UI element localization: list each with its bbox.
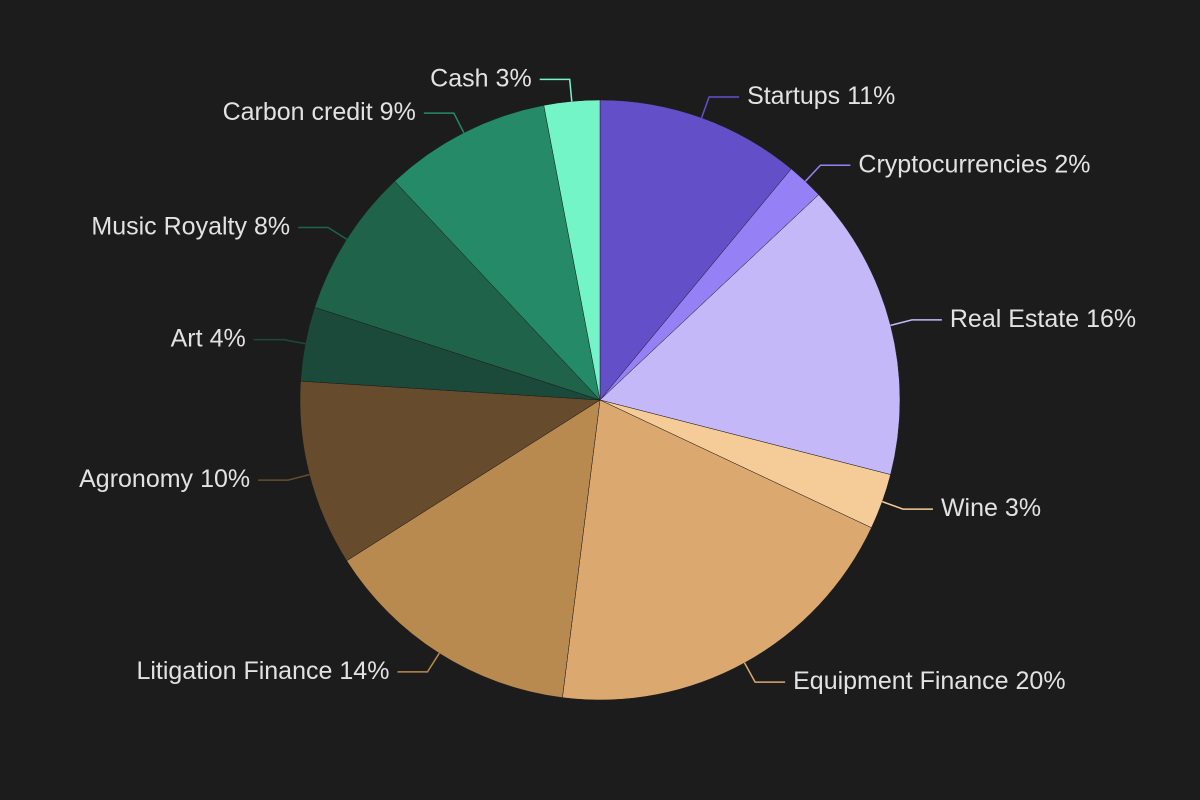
value-label: 3% xyxy=(1005,494,1041,522)
leader-line xyxy=(298,226,348,240)
slice-label: Music Royalty 8% xyxy=(91,212,290,240)
pie-slice xyxy=(314,180,601,401)
leader-line xyxy=(397,652,440,673)
value-label: 11% xyxy=(847,82,895,110)
category-label: Cryptocurrencies xyxy=(858,150,1047,178)
leader-line xyxy=(882,500,933,510)
value-label: 2% xyxy=(1054,150,1090,178)
category-label: Agronomy xyxy=(79,465,193,493)
pie-slice xyxy=(599,194,901,475)
category-label: Carbon credit xyxy=(223,98,373,126)
leader-line xyxy=(539,78,573,102)
value-label: 10% xyxy=(200,465,250,493)
category-label: Equipment Finance xyxy=(793,667,1008,695)
slice-label: Cryptocurrencies 2% xyxy=(858,150,1090,178)
value-label: 4% xyxy=(210,324,246,352)
value-label: 16% xyxy=(1086,305,1136,333)
category-label: Cash xyxy=(430,64,488,92)
category-label: Music Royalty xyxy=(91,212,247,240)
category-label: Startups xyxy=(747,82,840,110)
pie-slice xyxy=(394,105,601,401)
slice-label: Art 4% xyxy=(171,324,246,352)
slice-label: Wine 3% xyxy=(941,494,1041,522)
slice-label: Startups 11% xyxy=(747,82,895,110)
leader-line xyxy=(743,662,786,683)
value-label: 3% xyxy=(496,64,532,92)
pie-slice xyxy=(346,399,601,698)
value-label: 20% xyxy=(1016,667,1066,695)
value-label: 14% xyxy=(339,656,389,684)
slice-label: Equipment Finance 20% xyxy=(793,667,1065,695)
value-label: 8% xyxy=(254,212,290,240)
slice-label: Cash 3% xyxy=(430,64,532,92)
leader-line xyxy=(804,164,851,182)
value-label: 9% xyxy=(380,98,416,126)
category-label: Real Estate xyxy=(950,305,1079,333)
pie-slice xyxy=(562,399,872,701)
leader-line xyxy=(253,338,306,345)
category-label: Art xyxy=(171,324,203,352)
leader-line xyxy=(258,473,310,481)
leader-line xyxy=(423,112,465,134)
pie-slice xyxy=(299,380,601,562)
leader-line xyxy=(700,96,740,118)
pie-slice xyxy=(543,99,601,401)
slice-label: Agronomy 10% xyxy=(79,465,250,493)
slice-label: Litigation Finance 14% xyxy=(136,656,389,684)
leader-line xyxy=(890,319,942,327)
slice-label: Real Estate 16% xyxy=(950,305,1136,333)
category-label: Litigation Finance xyxy=(136,656,332,684)
category-label: Wine xyxy=(941,494,998,522)
pie-slice xyxy=(599,99,792,401)
slice-label: Carbon credit 9% xyxy=(223,98,416,126)
